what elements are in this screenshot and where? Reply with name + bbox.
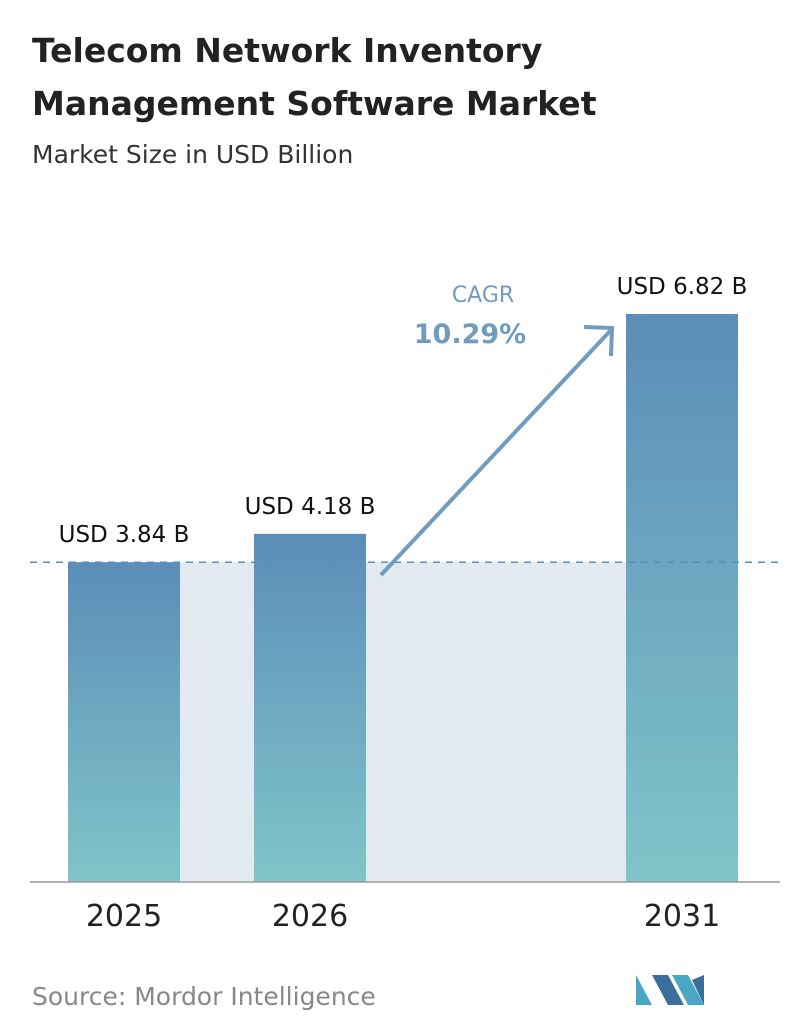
reference-area xyxy=(180,562,626,882)
cagr-arrow-head xyxy=(583,325,615,357)
annotation-value: 10.29% xyxy=(414,319,526,350)
chart-subtitle: Market Size in USD Billion xyxy=(32,140,353,169)
logo xyxy=(636,975,704,1005)
cagr-arrow xyxy=(379,328,613,577)
chart-title: Telecom Network Inventory xyxy=(32,31,542,70)
x-tick-label: 2025 xyxy=(86,899,162,934)
bar xyxy=(626,314,738,882)
x-tick-label: 2031 xyxy=(644,899,720,934)
value-label: USD 4.18 B xyxy=(245,494,376,520)
annotation-label: CAGR xyxy=(452,283,514,308)
x-tick-label: 2026 xyxy=(272,899,348,934)
bar xyxy=(254,533,366,882)
bar xyxy=(68,562,180,882)
value-label: USD 6.82 B xyxy=(617,274,748,300)
chart-title: Management Software Market xyxy=(32,84,597,123)
bars xyxy=(68,314,738,882)
value-label: USD 3.84 B xyxy=(59,522,190,548)
source: Source: Mordor Intelligence xyxy=(32,982,376,1011)
